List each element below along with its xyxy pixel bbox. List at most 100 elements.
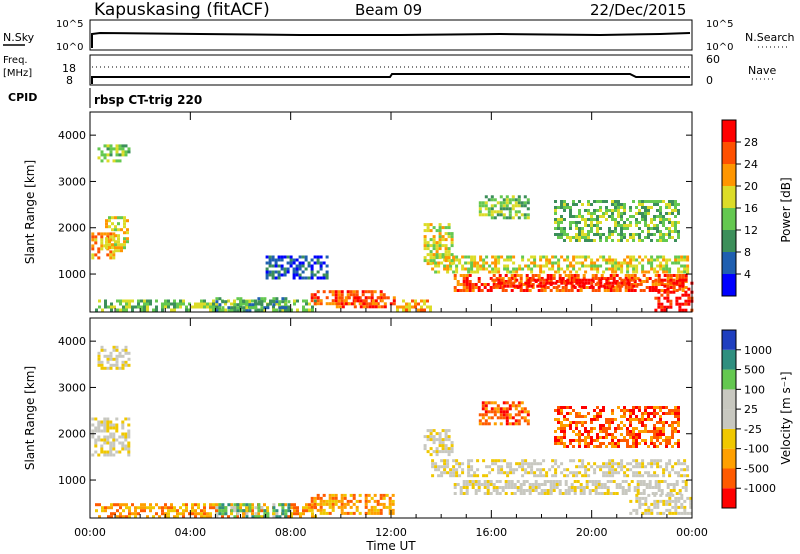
power-echo-cell xyxy=(519,277,523,280)
velocity-echo-cell xyxy=(633,489,637,492)
power-echo-cell xyxy=(638,203,641,206)
velocity-echo-cell xyxy=(452,474,456,478)
velocity-echo-cell xyxy=(662,427,665,430)
velocity-echo-cell xyxy=(653,462,657,466)
velocity-echo-cell xyxy=(453,483,457,486)
power-echo-cell xyxy=(337,302,341,306)
power-echo-cell xyxy=(248,303,252,307)
power-echo-cell xyxy=(446,270,450,274)
velocity-echo-cell xyxy=(517,404,521,408)
power-echo-cell xyxy=(164,305,167,309)
power-echo-cell xyxy=(660,289,664,292)
velocity-echo-cell xyxy=(218,503,222,507)
power-echo-cell xyxy=(551,261,555,265)
power-echo-cell xyxy=(308,302,311,306)
power-echo-cell xyxy=(490,207,494,211)
power-echo-cell xyxy=(275,308,278,312)
power-echo-cell xyxy=(663,284,667,288)
power-echo-cell xyxy=(371,305,375,309)
power-echo-cell xyxy=(539,281,543,285)
power-echo-cell xyxy=(647,224,650,227)
velocity-echo-cell xyxy=(603,492,607,495)
velocity-echo-cell xyxy=(677,474,681,478)
power-echo-cell xyxy=(575,261,579,265)
power-echo-cell xyxy=(635,221,638,224)
velocity-echo-cell xyxy=(623,436,626,439)
velocity-echo-cell xyxy=(137,512,140,516)
power-echo-cell xyxy=(560,203,563,206)
velocity-echo-cell xyxy=(684,489,688,492)
velocity-echo-cell xyxy=(575,421,578,424)
power-echo-cell xyxy=(554,209,557,212)
power-echo-cell xyxy=(587,209,590,212)
velocity-echo-cell xyxy=(496,404,500,408)
velocity-echo-cell xyxy=(549,486,553,489)
velocity-echo-cell xyxy=(440,471,444,475)
velocity-echo-cell xyxy=(215,506,219,510)
power-echo-cell xyxy=(629,224,632,227)
velocity-echo-cell xyxy=(470,459,474,463)
power-echo-cell xyxy=(514,204,518,208)
power-echo-cell xyxy=(597,277,601,280)
velocity-echo-cell xyxy=(331,502,335,506)
power-echo-cell xyxy=(605,209,608,212)
power-echo-cell xyxy=(429,250,433,254)
power-echo-cell xyxy=(311,305,314,309)
velocity-echo-cell xyxy=(281,503,285,507)
velocity-echo-cell xyxy=(654,486,658,489)
velocity-echo-cell xyxy=(533,462,537,466)
power-echo-cell xyxy=(123,222,126,226)
velocity-echo-cell xyxy=(617,445,620,448)
velocity-echo-cell xyxy=(284,515,288,519)
velocity-echo-cell xyxy=(674,505,678,509)
velocity-echo-cell xyxy=(605,436,608,439)
power-echo-cell xyxy=(280,273,284,277)
power-echo-cell xyxy=(681,278,685,282)
power-echo-cell xyxy=(530,255,534,259)
power-echo-cell xyxy=(629,261,633,265)
velocity-echo-cell xyxy=(124,432,128,436)
power-echo-cell xyxy=(518,267,522,271)
velocity-echo-cell xyxy=(316,508,320,512)
velocity-echo-cell xyxy=(615,483,619,486)
power-echo-cell xyxy=(638,233,641,236)
power-echo-cell xyxy=(481,213,485,217)
velocity-echo-cell xyxy=(431,459,435,463)
power-echo-cell xyxy=(630,277,634,280)
velocity-echo-cell xyxy=(523,407,527,411)
velocity-echo-cell xyxy=(563,468,567,472)
power-echo-cell xyxy=(123,240,126,244)
velocity-echo-cell xyxy=(106,417,110,421)
power-echo-cell xyxy=(546,277,550,280)
velocity-echo-cell xyxy=(599,445,602,448)
power-echo-cell xyxy=(464,261,468,265)
power-echo-cell xyxy=(429,244,433,248)
power-echo-cell xyxy=(569,215,572,218)
power-echo-cell xyxy=(97,247,101,251)
velocity-echo-cell xyxy=(118,366,122,370)
velocity-echo-cell xyxy=(106,435,110,439)
velocity-echo-cell xyxy=(107,506,110,510)
power-echo-cell xyxy=(659,221,662,224)
power-echo-cell xyxy=(485,255,489,259)
power-echo-cell xyxy=(408,305,411,309)
power-echo-cell xyxy=(131,308,134,312)
power-echo-cell xyxy=(525,286,529,289)
power-echo-cell xyxy=(624,289,628,292)
power-echo-cell xyxy=(614,261,618,265)
power-echo-cell xyxy=(340,296,344,300)
power-echo-cell xyxy=(558,280,562,283)
power-echo-cell xyxy=(498,277,502,280)
velocity-echo-cell xyxy=(689,511,693,515)
power-echo-cell xyxy=(272,309,276,313)
power-echo-cell xyxy=(105,222,108,226)
velocity-echo-cell xyxy=(510,492,514,495)
velocity-echo-cell xyxy=(674,421,677,424)
velocity-echo-cell xyxy=(112,345,116,349)
power-echo-cell xyxy=(590,284,594,288)
velocity-echo-cell xyxy=(599,442,602,445)
power-echo-cell xyxy=(542,284,546,288)
power-echo-cell xyxy=(278,300,282,304)
velocity-echo-cell xyxy=(608,471,612,475)
power-echo-cell xyxy=(434,270,438,274)
